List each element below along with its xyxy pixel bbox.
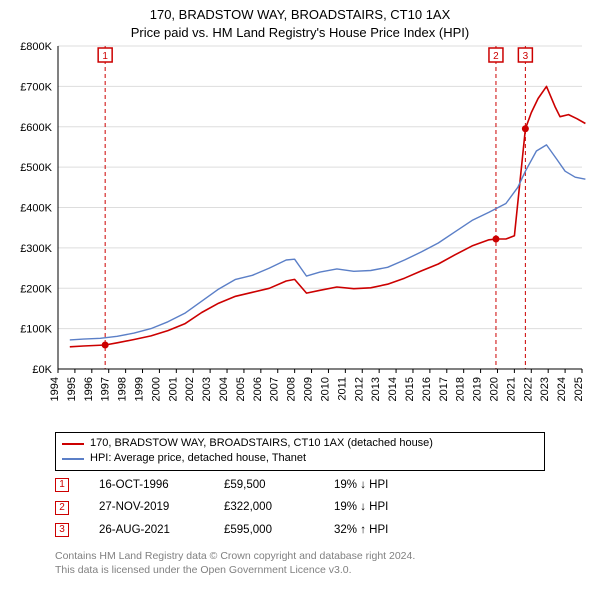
event-date: 26-AUG-2021	[99, 519, 194, 541]
svg-text:2021: 2021	[505, 377, 517, 401]
legend-row: 170, BRADSTOW WAY, BROADSTAIRS, CT10 1AX…	[62, 436, 538, 451]
event-badge: 2	[55, 501, 69, 515]
svg-text:2003: 2003	[201, 377, 213, 401]
event-delta: 19% ↓ HPI	[334, 496, 388, 518]
svg-text:2024: 2024	[556, 377, 568, 401]
svg-text:2019: 2019	[472, 377, 484, 401]
event-badge: 1	[55, 478, 69, 492]
svg-text:3: 3	[523, 51, 529, 62]
svg-text:2018: 2018	[455, 377, 467, 401]
svg-text:£300K: £300K	[20, 243, 52, 255]
svg-text:2: 2	[493, 51, 499, 62]
event-price: £59,500	[224, 474, 304, 496]
svg-text:2020: 2020	[488, 377, 500, 401]
event-price: £595,000	[224, 519, 304, 541]
svg-text:1: 1	[102, 51, 108, 62]
svg-text:£0K: £0K	[32, 364, 52, 376]
svg-text:2004: 2004	[218, 377, 230, 401]
svg-text:2015: 2015	[404, 377, 416, 401]
svg-text:2012: 2012	[353, 377, 365, 401]
legend-label: HPI: Average price, detached house, Than…	[90, 451, 306, 466]
event-row: 1 16-OCT-1996 £59,500 19% ↓ HPI	[55, 474, 388, 496]
svg-text:2022: 2022	[522, 377, 534, 401]
svg-text:£500K: £500K	[20, 162, 52, 174]
event-date: 27-NOV-2019	[99, 496, 194, 518]
chart-title-line1: 170, BRADSTOW WAY, BROADSTAIRS, CT10 1AX	[0, 6, 600, 24]
svg-text:1994: 1994	[49, 377, 61, 401]
event-date: 16-OCT-1996	[99, 474, 194, 496]
svg-text:2016: 2016	[421, 377, 433, 401]
svg-text:1999: 1999	[134, 377, 146, 401]
event-price: £322,000	[224, 496, 304, 518]
svg-text:2001: 2001	[167, 377, 179, 401]
legend-label: 170, BRADSTOW WAY, BROADSTAIRS, CT10 1AX…	[90, 436, 433, 451]
event-row: 2 27-NOV-2019 £322,000 19% ↓ HPI	[55, 496, 388, 518]
line-chart-svg: £0K £100K £200K £300K £400K £500K £600K £700K £8…	[10, 42, 590, 427]
svg-text:2000: 2000	[150, 377, 162, 401]
svg-text:1996: 1996	[83, 377, 95, 401]
legend-swatch-price-paid	[62, 443, 84, 445]
event-delta: 32% ↑ HPI	[334, 519, 388, 541]
svg-text:£600K: £600K	[20, 122, 52, 134]
legend-swatch-hpi	[62, 458, 84, 460]
svg-text:2014: 2014	[387, 377, 399, 401]
svg-text:£800K: £800K	[20, 42, 52, 53]
svg-text:1997: 1997	[100, 377, 112, 401]
svg-text:1998: 1998	[117, 377, 129, 401]
footer-line2: This data is licensed under the Open Gov…	[55, 564, 415, 578]
event-delta: 19% ↓ HPI	[334, 474, 388, 496]
svg-text:£100K: £100K	[20, 324, 52, 336]
svg-text:2023: 2023	[539, 377, 551, 401]
svg-text:2025: 2025	[573, 377, 585, 401]
svg-text:2013: 2013	[370, 377, 382, 401]
footer-attribution: Contains HM Land Registry data © Crown c…	[55, 550, 415, 577]
svg-text:2009: 2009	[303, 377, 315, 401]
svg-text:2008: 2008	[286, 377, 298, 401]
chart-title-block: 170, BRADSTOW WAY, BROADSTAIRS, CT10 1AX…	[0, 0, 600, 41]
legend-row: HPI: Average price, detached house, Than…	[62, 451, 538, 466]
svg-text:1995: 1995	[66, 377, 78, 401]
svg-text:2002: 2002	[184, 377, 196, 401]
footer-line1: Contains HM Land Registry data © Crown c…	[55, 550, 415, 564]
svg-text:2005: 2005	[235, 377, 247, 401]
svg-text:£700K: £700K	[20, 81, 52, 93]
svg-text:2017: 2017	[438, 377, 450, 401]
page-root: 170, BRADSTOW WAY, BROADSTAIRS, CT10 1AX…	[0, 0, 600, 590]
svg-text:2006: 2006	[252, 377, 264, 401]
legend: 170, BRADSTOW WAY, BROADSTAIRS, CT10 1AX…	[55, 432, 545, 471]
svg-text:£200K: £200K	[20, 283, 52, 295]
svg-text:2007: 2007	[269, 377, 281, 401]
event-badge: 3	[55, 523, 69, 537]
chart-area: £0K £100K £200K £300K £400K £500K £600K £700K £8…	[10, 42, 590, 427]
chart-title-line2: Price paid vs. HM Land Registry's House …	[0, 24, 600, 42]
svg-text:£400K: £400K	[20, 203, 52, 215]
event-row: 3 26-AUG-2021 £595,000 32% ↑ HPI	[55, 519, 388, 541]
svg-text:2010: 2010	[319, 377, 331, 401]
event-table: 1 16-OCT-1996 £59,500 19% ↓ HPI 2 27-NOV…	[55, 474, 388, 541]
svg-text:2011: 2011	[336, 377, 348, 401]
